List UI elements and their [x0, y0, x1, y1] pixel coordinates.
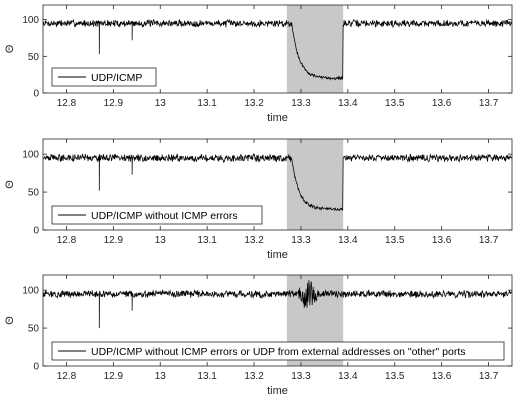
legend: UDP/ICMP without ICMP errors or UDP from…: [51, 341, 505, 361]
series-line: [42, 153, 513, 212]
legend-entry: UDP/ICMP: [91, 72, 142, 84]
legend-box: [51, 67, 157, 87]
y-tick-label: 100: [22, 15, 39, 26]
x-tick-label: 12.9: [104, 371, 124, 382]
attack-interval-highlight: [286, 5, 344, 93]
x-tick-label: 13: [155, 371, 167, 382]
x-tick-label: 13.5: [385, 235, 405, 246]
x-tick-label: 12.8: [57, 98, 77, 109]
x-axis-label: time: [267, 249, 288, 261]
x-tick-label: 12.8: [57, 371, 77, 382]
x-tick-label: 13.5: [385, 98, 405, 109]
x-tick-label: 13.2: [244, 371, 264, 382]
x-tick-label: 13.4: [338, 371, 358, 382]
x-tick-label: 13.6: [432, 98, 452, 109]
x-tick-label: 12.9: [104, 98, 124, 109]
subplot-udp-icmp: 12.8 12.9 13 13.1 13.2 13.3 13.4 13.5 13.6 13.7 0 5…: [4, 4, 513, 124]
legend: UDP/ICMP without ICMP errors: [51, 205, 263, 225]
x-tick-label: 13.3: [291, 98, 311, 109]
series-line: [42, 280, 513, 329]
x-tick-label: 13.4: [338, 235, 358, 246]
axes-box: [42, 274, 513, 367]
y-axis-label: Θ: [4, 316, 16, 325]
y-axis-label: Θ: [4, 180, 16, 189]
y-tick-label: 0: [33, 89, 39, 100]
x-tick-label: 13.6: [432, 235, 452, 246]
x-axis-label: time: [267, 385, 288, 397]
subplot-udp-icmp-filtered: 12.8 12.9 13 13.1 13.2 13.3 13.4 13.5 13.6 13.7 0 5…: [4, 274, 513, 397]
x-tick-label: 13: [155, 235, 167, 246]
x-axis-label: time: [267, 112, 288, 124]
axes-box: [42, 138, 513, 231]
y-tick-label: 100: [22, 150, 39, 161]
x-tick-label: 13.1: [197, 371, 217, 382]
y-tick-label: 50: [28, 324, 40, 335]
x-tick-label: 13.1: [197, 235, 217, 246]
x-tick-label: 13.5: [385, 371, 405, 382]
x-tick-label: 13.7: [479, 371, 499, 382]
axes-box: [42, 4, 513, 94]
x-tick-label: 13.2: [244, 98, 264, 109]
y-axis-label: Θ: [4, 44, 16, 53]
legend-box: [51, 341, 505, 361]
x-tick-label: 13.7: [479, 98, 499, 109]
series-line: [42, 18, 513, 81]
x-tick-label: 13.3: [291, 235, 311, 246]
attack-interval-highlight: [286, 139, 344, 230]
x-tick-label: 13.3: [291, 371, 311, 382]
legend-entry: UDP/ICMP without ICMP errors or UDP from…: [91, 346, 466, 358]
x-tick-label: 13.1: [197, 98, 217, 109]
x-tick-label: 13.6: [432, 371, 452, 382]
y-tick-label: 0: [33, 362, 39, 373]
x-tick-label: 13.2: [244, 235, 264, 246]
x-tick-label: 12.9: [104, 235, 124, 246]
subplot-udp-icmp-no-icmp-errors: 12.8 12.9 13 13.1 13.2 13.3 13.4 13.5 13.6 13.7 0 5…: [4, 138, 513, 261]
legend-entry: UDP/ICMP without ICMP errors: [91, 210, 238, 222]
x-tick-label: 13: [155, 98, 167, 109]
y-tick-label: 0: [33, 226, 39, 237]
y-tick-label: 100: [22, 286, 39, 297]
y-tick-label: 50: [28, 188, 40, 199]
legend-box: [51, 205, 263, 225]
legend: UDP/ICMP: [51, 67, 157, 87]
x-tick-label: 12.8: [57, 235, 77, 246]
x-tick-label: 13.7: [479, 235, 499, 246]
y-tick-label: 50: [28, 52, 40, 63]
x-tick-label: 13.4: [338, 98, 358, 109]
